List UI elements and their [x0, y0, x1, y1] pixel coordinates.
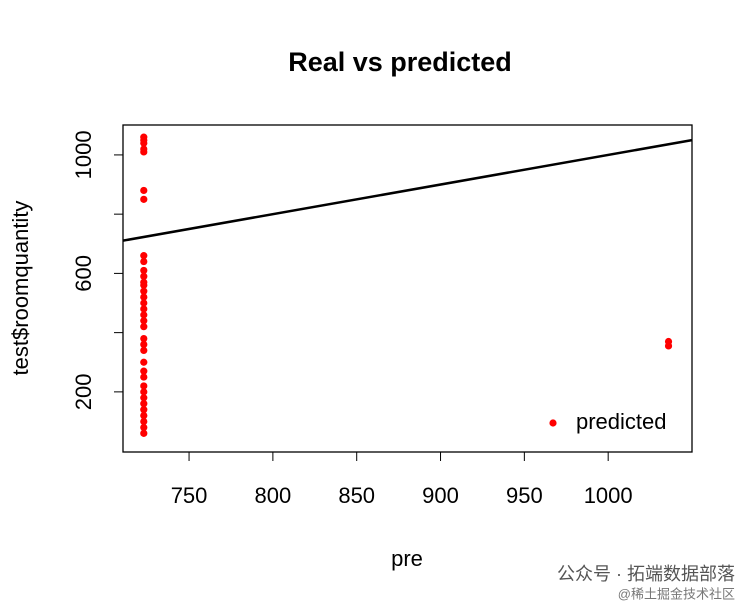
- point: [140, 272, 148, 280]
- point: [140, 186, 148, 195]
- y-axis-label: test$roomquantity: [8, 201, 33, 376]
- x-axis-label: pre: [391, 546, 423, 571]
- point: [140, 346, 148, 355]
- point: [140, 252, 148, 260]
- point: [140, 340, 148, 349]
- point: [140, 287, 148, 295]
- point: [140, 299, 148, 307]
- point: [140, 373, 148, 381]
- legend-marker: [549, 419, 557, 427]
- point: [140, 311, 148, 319]
- x-tick-label: 850: [338, 483, 375, 508]
- chart-title: Real vs predicted: [288, 47, 512, 77]
- point: [140, 139, 148, 147]
- point: [140, 317, 148, 325]
- point: [140, 411, 148, 420]
- point: [140, 281, 148, 289]
- point: [140, 382, 148, 390]
- point: [140, 400, 148, 408]
- point: [140, 334, 148, 343]
- point: [140, 148, 148, 156]
- watermark: @稀土掘金技术社区: [618, 586, 735, 601]
- legend-label: predicted: [576, 409, 667, 434]
- x-tick-label: 750: [171, 483, 208, 508]
- point: [140, 406, 148, 414]
- point: [140, 417, 148, 426]
- reference-line: [122, 138, 693, 242]
- point: [140, 388, 148, 396]
- point: [140, 305, 148, 313]
- x-tick-label: 1000: [584, 483, 633, 508]
- x-tick-label: 950: [506, 483, 543, 508]
- point: [140, 429, 148, 437]
- watermark: 公众号 · 拓端数据部落: [557, 564, 735, 584]
- y-tick-label: 200: [71, 374, 96, 411]
- x-tick-label: 900: [422, 483, 459, 508]
- point: [140, 323, 148, 331]
- y-tick-label: 600: [71, 255, 96, 292]
- plot-frame: [122, 124, 693, 453]
- y-tick-label: 1000: [71, 130, 96, 179]
- point: [140, 195, 148, 203]
- point: [140, 394, 148, 402]
- point: [140, 266, 148, 275]
- x-tick-label: 800: [255, 483, 292, 508]
- point: [140, 293, 148, 301]
- point: [140, 423, 148, 432]
- point: [140, 358, 148, 366]
- point: [140, 257, 148, 266]
- point: [140, 367, 148, 375]
- point: [664, 342, 673, 350]
